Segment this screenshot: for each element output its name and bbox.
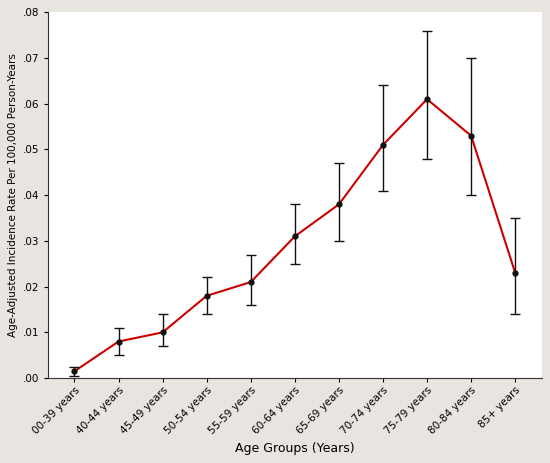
X-axis label: Age Groups (Years): Age Groups (Years)	[235, 442, 355, 455]
Y-axis label: Age-Adjusted Incidence Rate Per 100,000 Person-Years: Age-Adjusted Incidence Rate Per 100,000 …	[8, 53, 18, 337]
